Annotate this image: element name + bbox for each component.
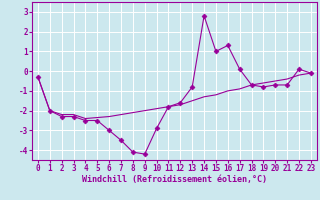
X-axis label: Windchill (Refroidissement éolien,°C): Windchill (Refroidissement éolien,°C) <box>82 175 267 184</box>
